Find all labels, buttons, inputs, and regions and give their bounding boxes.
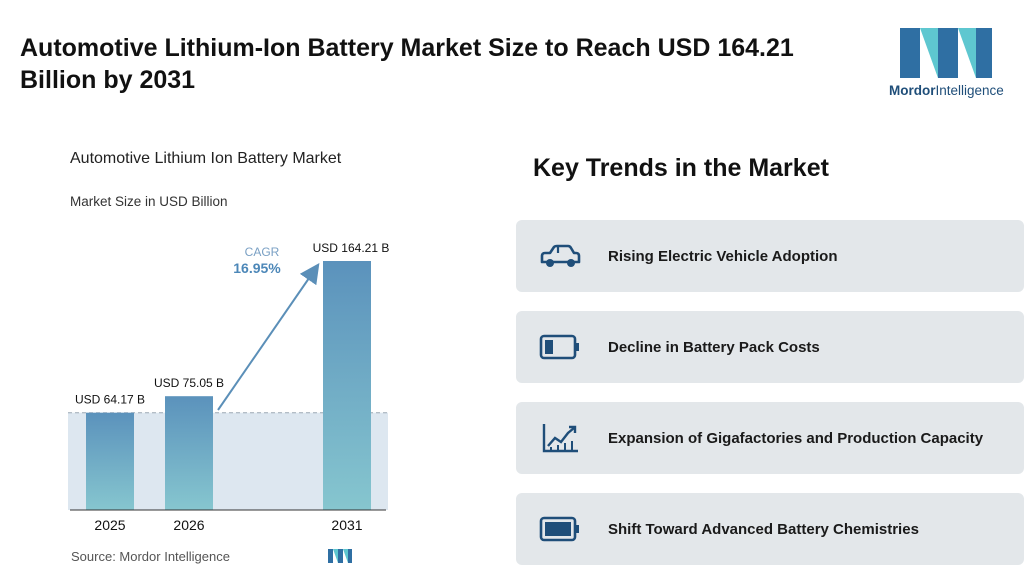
trends-title: Key Trends in the Market [533,154,829,182]
x-tick-2025: 2025 [94,517,125,533]
bar-2026 [165,396,213,510]
trend-card-gigafactories: Expansion of Gigafactories and Productio… [516,402,1024,474]
trend-label: Shift Toward Advanced Battery Chemistrie… [608,520,919,538]
trend-label: Decline in Battery Pack Costs [608,338,820,356]
growth-chart-icon [542,424,578,453]
trend-label: Expansion of Gigafactories and Productio… [608,429,984,447]
cagr-value: 16.95% [233,260,281,276]
bar-2025 [86,412,134,510]
x-tick-2026: 2026 [173,517,204,533]
data-label-2025: USD 64.17 B [75,393,145,407]
cagr-arrow [217,263,320,411]
source-logo-icon [328,549,352,563]
page-headline: Automotive Lithium-Ion Battery Market Si… [20,34,794,94]
trend-label: Rising Electric Vehicle Adoption [608,247,838,265]
market-size-chart: USD 64.17 B 2025 USD 75.05 B 2026 USD 164.21… [68,241,390,533]
cagr-label: CAGR [245,245,280,259]
battery-full-icon [539,516,579,542]
bar-2031 [323,261,371,510]
chart-title: Automotive Lithium Ion Battery Market [70,150,342,167]
logo-wordmark: MordorIntelligence [889,83,1004,98]
battery-low-icon [539,334,579,360]
x-tick-2031: 2031 [331,517,362,533]
trend-card-battery-costs: Decline in Battery Pack Costs [516,311,1024,383]
source-note: Source: Mordor Intelligence [71,549,230,564]
car-icon [540,244,581,267]
mordor-intelligence-logo [900,28,992,78]
trend-card-ev-adoption: Rising Electric Vehicle Adoption [516,220,1024,292]
data-label-2026: USD 75.05 B [154,376,224,390]
data-label-2031: USD 164.21 B [313,241,390,255]
trend-card-chemistries: Shift Toward Advanced Battery Chemistrie… [516,493,1024,565]
chart-subtitle: Market Size in USD Billion [70,194,228,209]
